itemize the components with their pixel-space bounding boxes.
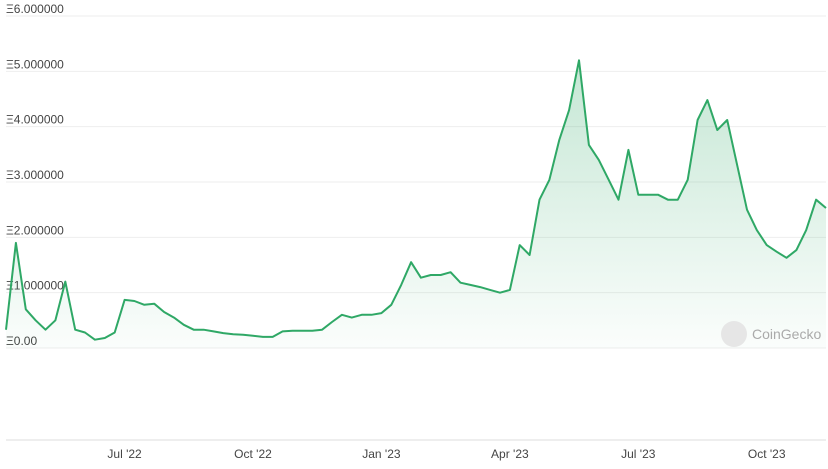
x-tick-label: Jul '23 [621, 447, 656, 461]
x-tick-label: Oct '22 [234, 447, 272, 461]
y-tick-label: Ξ5.000000 [6, 57, 64, 71]
area-fill [6, 60, 826, 349]
watermark-logo [721, 321, 747, 347]
price-line [5, 59, 827, 341]
x-tick-label: Jan '23 [362, 447, 401, 461]
watermark-text: CoinGecko [752, 326, 821, 342]
y-tick-label: Ξ3.000000 [6, 168, 64, 182]
watermark: CoinGecko [721, 321, 821, 347]
y-tick-label: Ξ4.000000 [6, 113, 64, 127]
x-tick-label: Oct '23 [748, 447, 786, 461]
x-tick-label: Jul '22 [107, 447, 142, 461]
y-tick-label: Ξ6.000000 [6, 2, 64, 16]
x-tick-label: Apr '23 [491, 447, 529, 461]
y-tick-label: Ξ2.000000 [6, 223, 64, 237]
